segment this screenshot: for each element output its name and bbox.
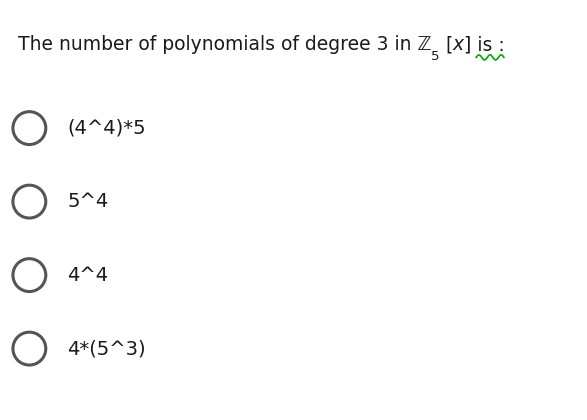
- Text: 4^4: 4^4: [68, 265, 109, 285]
- Text: [: [: [440, 35, 453, 55]
- Text: 4*(5^3): 4*(5^3): [68, 339, 146, 358]
- Text: 5^4: 5^4: [68, 192, 109, 211]
- Text: 5: 5: [431, 50, 440, 63]
- Text: ] is :: ] is :: [464, 35, 505, 55]
- Text: x: x: [453, 35, 464, 55]
- Text: The number of polynomials of degree 3 in ℤ: The number of polynomials of degree 3 in…: [18, 35, 431, 55]
- Text: (4^4)*5: (4^4)*5: [68, 118, 146, 138]
